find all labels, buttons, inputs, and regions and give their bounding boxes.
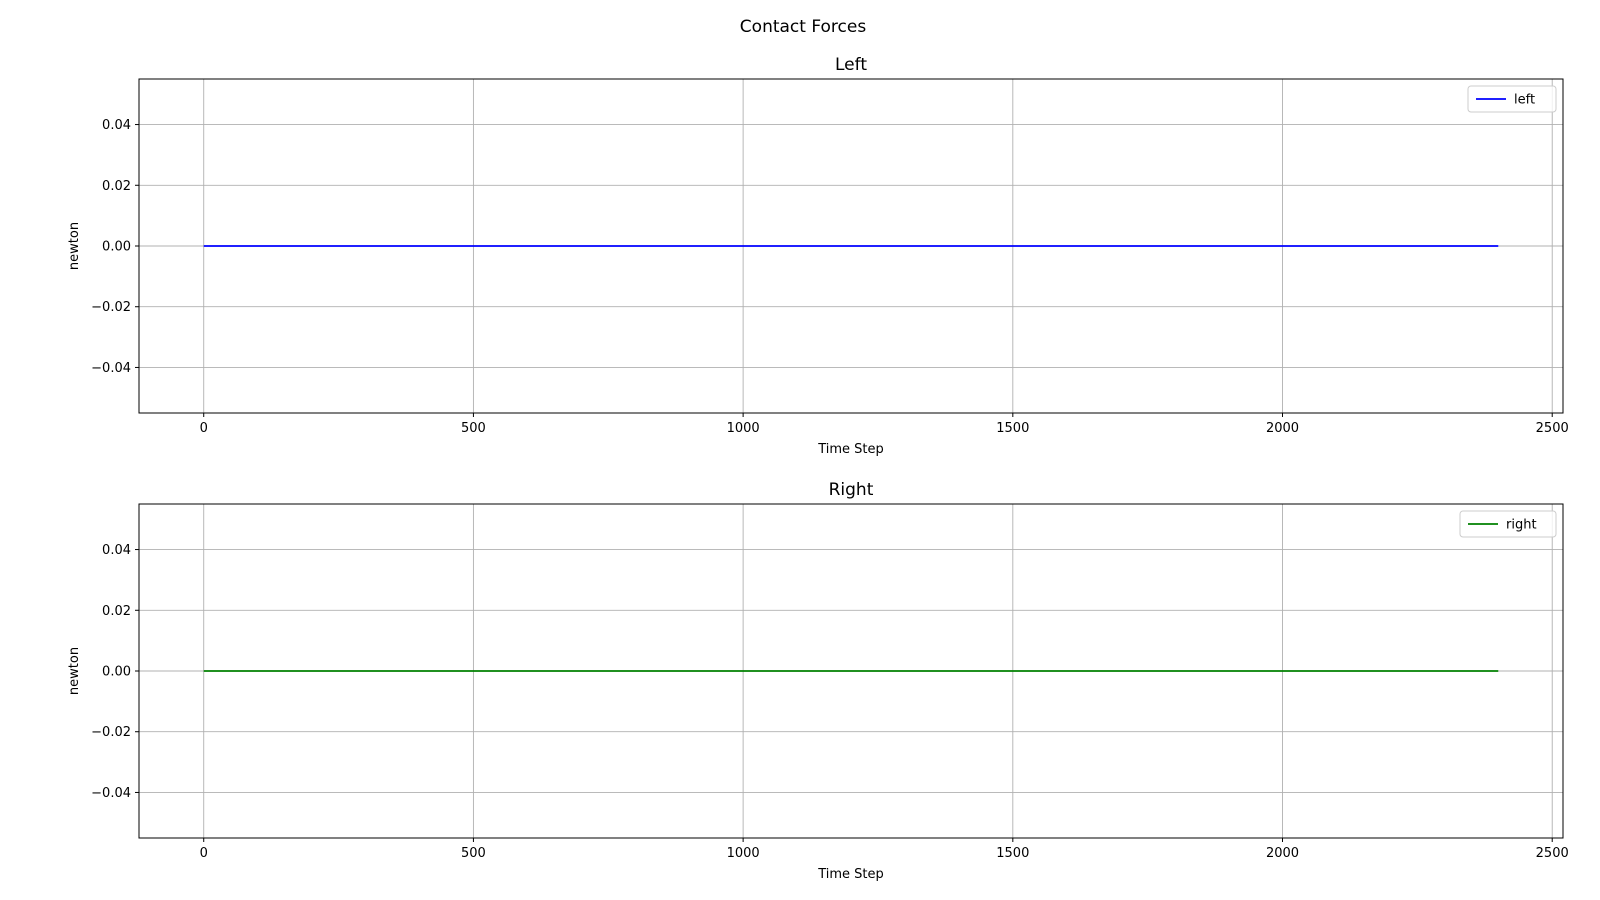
- x-tick-label: 1000: [727, 421, 760, 436]
- x-tick-label: 2500: [1536, 421, 1569, 436]
- x-tick-label: 2000: [1266, 846, 1299, 861]
- x-tick-label: 1500: [996, 846, 1029, 861]
- x-tick-label: 2500: [1536, 846, 1569, 861]
- x-tick-label: 1500: [996, 421, 1029, 436]
- x-tick-label: 2000: [1266, 421, 1299, 436]
- y-tick-label: 0.00: [102, 665, 131, 680]
- x-tick-label: 500: [461, 421, 486, 436]
- y-tick-label: −0.04: [91, 786, 131, 801]
- subplot-right: 0 500 1000 1500 2000 2500 0.04 0.02 0.00 −0.02 −0.…: [67, 480, 1569, 882]
- y-tick-label: −0.02: [91, 300, 131, 315]
- x-tick-label: 0: [200, 421, 208, 436]
- y-tick-label: −0.02: [91, 725, 131, 740]
- y-tick-label: 0.04: [102, 543, 131, 558]
- y-axis-label: newton: [67, 222, 82, 270]
- legend-box: [1467, 85, 1557, 113]
- y-axis-label: newton: [67, 647, 82, 695]
- y-tick-label: 0.04: [102, 118, 131, 133]
- y-tick-label: 0.02: [102, 179, 131, 194]
- y-tick-label: 0.02: [102, 604, 131, 619]
- legend-label: left: [1514, 93, 1535, 108]
- x-axis-label: Time Step: [817, 442, 884, 457]
- x-tick-label: 0: [200, 846, 208, 861]
- y-tick-label: −0.04: [91, 361, 131, 376]
- legend-box: [1459, 510, 1557, 538]
- y-tick-label: 0.00: [102, 240, 131, 255]
- x-tick-label: 1000: [727, 846, 760, 861]
- legend: right: [1459, 510, 1557, 538]
- x-axis-label: Time Step: [817, 867, 884, 882]
- subplot-title: Left: [835, 55, 867, 75]
- legend-label: right: [1506, 518, 1537, 533]
- x-tick-label: 500: [461, 846, 486, 861]
- legend: left: [1467, 85, 1557, 113]
- figure-title: Contact Forces: [740, 17, 867, 37]
- subplot-left: 0 500 1000 1500 2000 2500 0.04 0.02 0.00 −0.02 −0.…: [67, 55, 1569, 457]
- subplot-title: Right: [829, 480, 874, 500]
